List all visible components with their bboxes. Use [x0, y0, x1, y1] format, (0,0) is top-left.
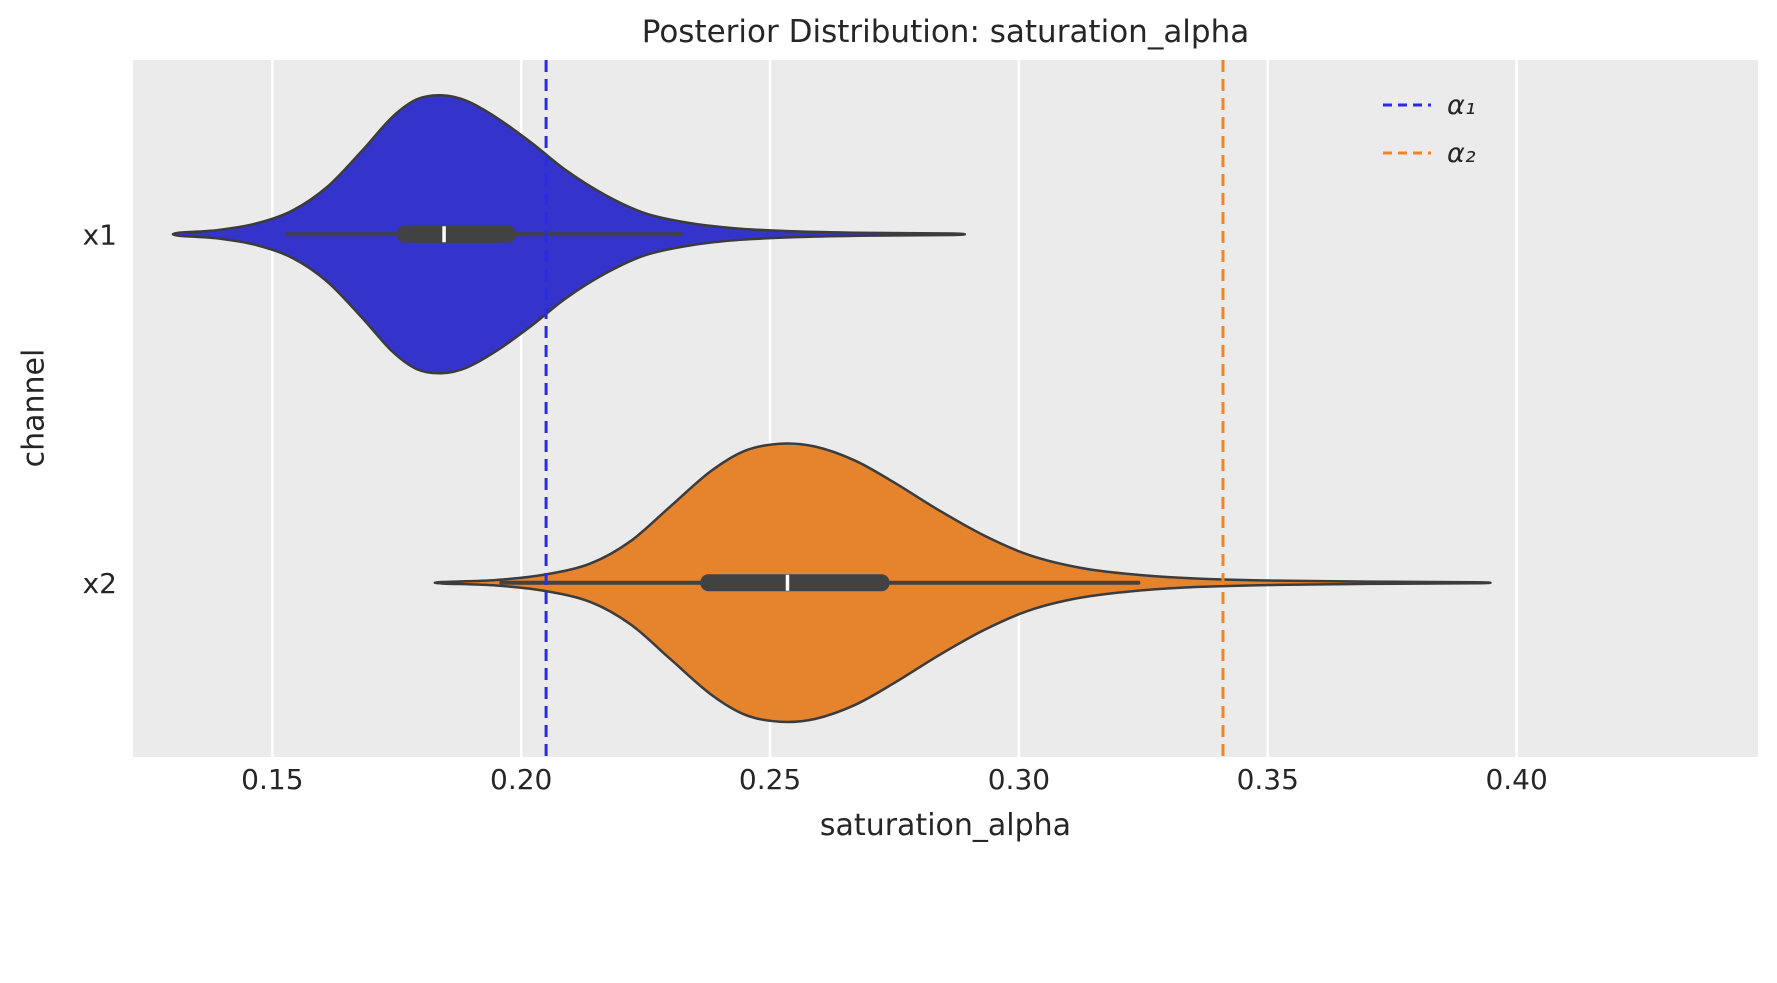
y-tick-label-x2: x2 — [83, 567, 117, 600]
x-tick-label-0.20: 0.20 — [490, 763, 552, 796]
x-tick-label-0.35: 0.35 — [1237, 763, 1299, 796]
y-tick-label-x1: x1 — [83, 218, 117, 251]
x-tick-label-0.15: 0.15 — [241, 763, 303, 796]
x-tick-label-0.30: 0.30 — [988, 763, 1050, 796]
x-tick-label-0.40: 0.40 — [1485, 763, 1547, 796]
y-axis-label: channel — [16, 348, 52, 468]
legend-label-2: α₂ — [1447, 138, 1476, 169]
x-axis-label: saturation_alpha — [819, 808, 1072, 843]
x-tick-label-0.25: 0.25 — [739, 763, 801, 796]
chart-title: Posterior Distribution: saturation_alpha — [641, 14, 1250, 50]
iqr-box-x2 — [700, 574, 890, 592]
iqr-box-x1 — [396, 225, 517, 243]
legend-label-1: α₁ — [1447, 90, 1476, 121]
